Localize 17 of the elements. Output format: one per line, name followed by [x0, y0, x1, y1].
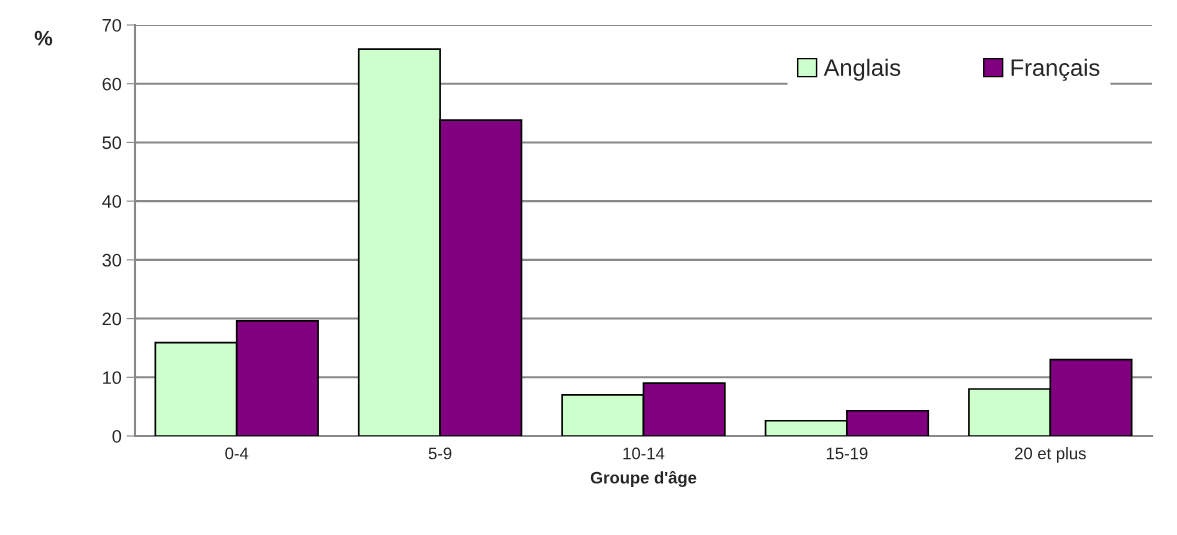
y-tick-label: 60: [102, 77, 122, 91]
x-axis-title: Groupe d'âge: [590, 470, 697, 487]
y-tick-label: 50: [102, 136, 122, 150]
y-tick-label: 20: [102, 312, 122, 326]
y-tick-label: 10: [103, 371, 122, 385]
y-tick-label: 0: [112, 429, 122, 443]
y-tick-label: 70: [102, 18, 122, 32]
y-tick-label: 40: [102, 195, 122, 208]
x-tick-label: 5-9: [428, 447, 452, 460]
x-tick-label: 10-14: [623, 447, 665, 460]
legend-label: Anglais: [823, 58, 901, 81]
y-tick-label: 30: [102, 253, 122, 267]
x-tick-label: 0-4: [225, 447, 249, 460]
legend-label: Français: [1011, 58, 1100, 81]
y-axis-title: %: [34, 30, 53, 46]
x-tick-label: 20 et plus: [1015, 447, 1086, 463]
x-tick-label: 15-19: [826, 447, 868, 460]
